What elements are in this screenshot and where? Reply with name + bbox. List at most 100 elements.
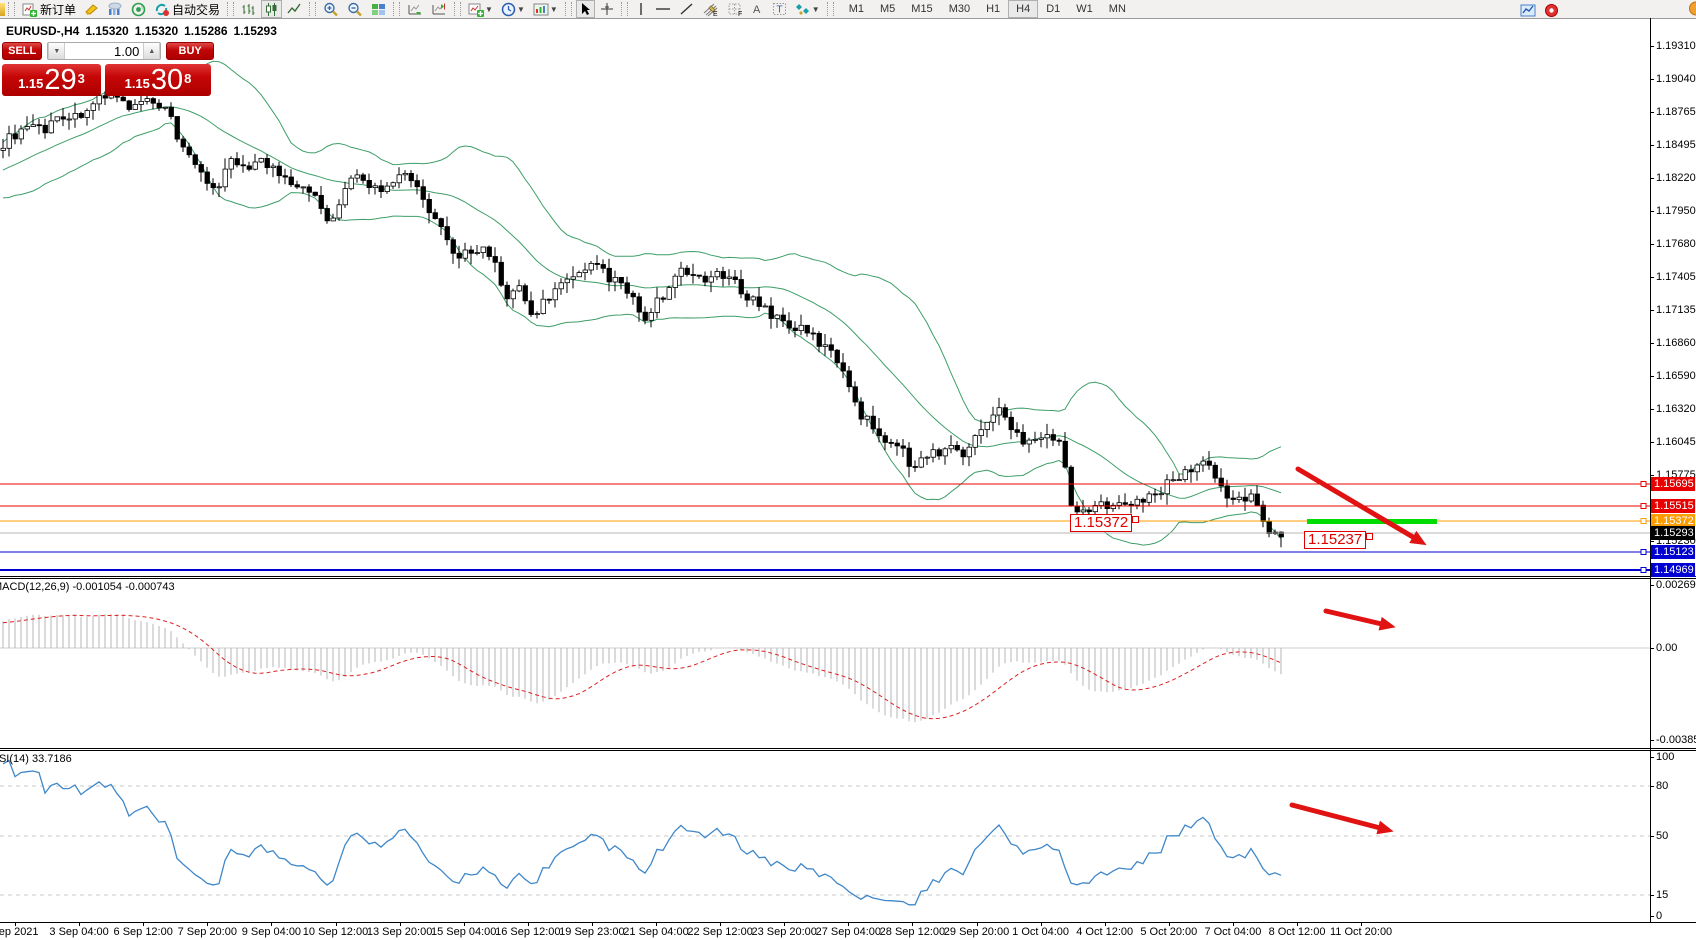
zoom-out-button[interactable] [344,0,366,18]
bar-chart-type-button[interactable] [238,0,259,18]
panel-separator[interactable] [0,748,1696,749]
time-tick-label: Sep 2021 [0,926,39,938]
trendline-button[interactable] [676,0,697,18]
toolbar-drag-handle[interactable] [620,2,628,16]
timeframe-M5[interactable]: M5 [880,3,896,15]
volume-increase-button[interactable]: ▲ [143,43,161,59]
timeframe-M30[interactable]: M30 [948,3,971,15]
cursor-button[interactable] [575,0,595,18]
toolbar-drag-handle[interactable] [393,2,401,16]
chart-shift-button[interactable] [428,0,450,18]
vertical-line-button[interactable] [632,0,650,18]
clock-icon [501,2,516,16]
time-tick-mark [1104,922,1106,926]
toolbar-drag-handle[interactable] [8,2,15,16]
green-highlight-bar[interactable] [1307,519,1437,524]
news-button[interactable] [1541,1,1562,19]
time-tick-mark [335,922,337,926]
text-button[interactable]: A [748,0,767,18]
toolbar-drag-handle[interactable] [454,2,462,16]
time-tick-mark [1168,922,1170,926]
timeframe-H1[interactable]: H1 [986,3,1001,15]
price-level-label: 1.15515 [1651,499,1695,513]
chart-upload-button[interactable] [104,0,126,18]
rsi-panel[interactable] [0,751,1650,922]
line-chart-type-button[interactable] [284,0,305,18]
periods-dropdown-arrow[interactable]: ▼ [516,4,525,14]
volume-input[interactable]: 1.00 [114,44,140,59]
templates-button[interactable]: ▼ [530,0,561,18]
sell-price-display[interactable]: 1.15 29 3 [2,64,101,96]
new-order-label: 新订单 [40,2,77,17]
time-tick-mark [143,922,145,926]
timeframe-M1[interactable]: M1 [848,3,864,15]
candlestick-type-icon [266,2,277,16]
trend-arrow-rsi[interactable] [1289,802,1394,835]
timeframe-MN[interactable]: MN [1108,3,1126,15]
trend-arrow-main[interactable] [1295,466,1427,546]
toolbar-drag-handle[interactable] [826,2,834,16]
time-tick-label: 1 Oct 04:00 [1012,926,1070,938]
macd-signal-line [2,614,1282,720]
timeframe-D1[interactable]: D1 [1046,3,1061,15]
add-indicator-button[interactable]: ▼ [465,0,496,18]
sell-button[interactable]: SELL [2,42,43,60]
time-tick-mark [463,922,465,926]
text-label-icon: T [772,3,786,16]
toolbar-drag-handle[interactable] [227,2,235,16]
price-tick-mark [1650,475,1654,476]
signals-button[interactable] [128,0,149,18]
price-annotation[interactable]: 1.15372 [1070,514,1133,532]
price-annotation[interactable]: 1.15237 [1304,531,1367,549]
arrows-dropdown-arrow[interactable]: ▼ [811,4,820,14]
horizontal-line-button[interactable] [652,0,674,18]
price-tick-label: 1.16320 [1656,403,1696,415]
templates-dropdown-arrow[interactable]: ▼ [549,4,558,14]
fibonacci-button[interactable]: E [699,0,722,18]
periods-button[interactable]: ▼ [498,0,528,18]
annotation-anchor[interactable] [1132,516,1139,523]
zoom-in-icon [324,2,338,16]
timeframe-group: M1 M5 M15 M30 H1 H4 D1 W1 MN [841,0,1134,18]
price-tick-label: 1.17405 [1656,271,1696,283]
annotation-anchor[interactable] [1366,533,1373,540]
time-tick-label: 19 Sep 23:00 [559,926,625,938]
add-indicator-dropdown-arrow[interactable]: ▼ [485,4,493,14]
auto-scroll-button[interactable] [404,0,426,18]
macd-panel[interactable] [0,579,1650,748]
autotrading-label: 自动交易 [172,2,221,17]
buy-button[interactable]: BUY [166,42,214,60]
time-tick-mark [656,922,657,926]
price-tick-mark [1650,442,1654,443]
toolbar-drag-handle[interactable] [564,2,572,16]
level-lines[interactable] [0,481,1650,573]
tile-windows-button[interactable] [368,0,389,18]
brush-button[interactable] [81,0,102,18]
autotrading-button[interactable]: 自动交易 [151,0,223,18]
time-axis[interactable]: Sep 2021 3 Sep 04:00 6 Sep 12:00 7 Sep 20:0… [0,922,1696,940]
svg-text:A: A [753,4,761,16]
zoom-in-button[interactable] [320,0,342,18]
price-axis[interactable]: 1.19310 1.19040 1.18765 1.18495 1.18220 1.179… [1650,0,1696,940]
bollinger-bands [2,60,1282,546]
panel-separator[interactable] [0,576,1696,577]
grid-button[interactable]: F [724,0,746,18]
crosshair-button[interactable] [597,0,617,18]
new-order-button[interactable]: 新订单 [19,0,79,18]
arrows-button[interactable]: ▼ [792,0,823,18]
community-button[interactable] [1517,1,1539,19]
buy-price-display[interactable]: 1.15 30 8 [105,64,211,96]
main-chart[interactable] [0,18,1650,576]
timeframe-M15[interactable]: M15 [911,3,933,15]
text-label-button[interactable]: T [769,0,790,18]
time-tick-mark [527,922,529,926]
trend-arrow-macd[interactable] [1323,608,1396,631]
candlestick-type-button[interactable] [261,0,283,18]
timeframe-H4[interactable]: H4 [1008,0,1039,18]
toolbar-drag-handle[interactable] [309,2,317,16]
timeframe-W1[interactable]: W1 [1076,3,1093,15]
volume-decrease-button[interactable]: ▼ [48,43,66,59]
price-tick-mark [1650,79,1654,80]
toolbar-right-group [1516,1,1563,19]
arrows-icon [795,3,809,15]
